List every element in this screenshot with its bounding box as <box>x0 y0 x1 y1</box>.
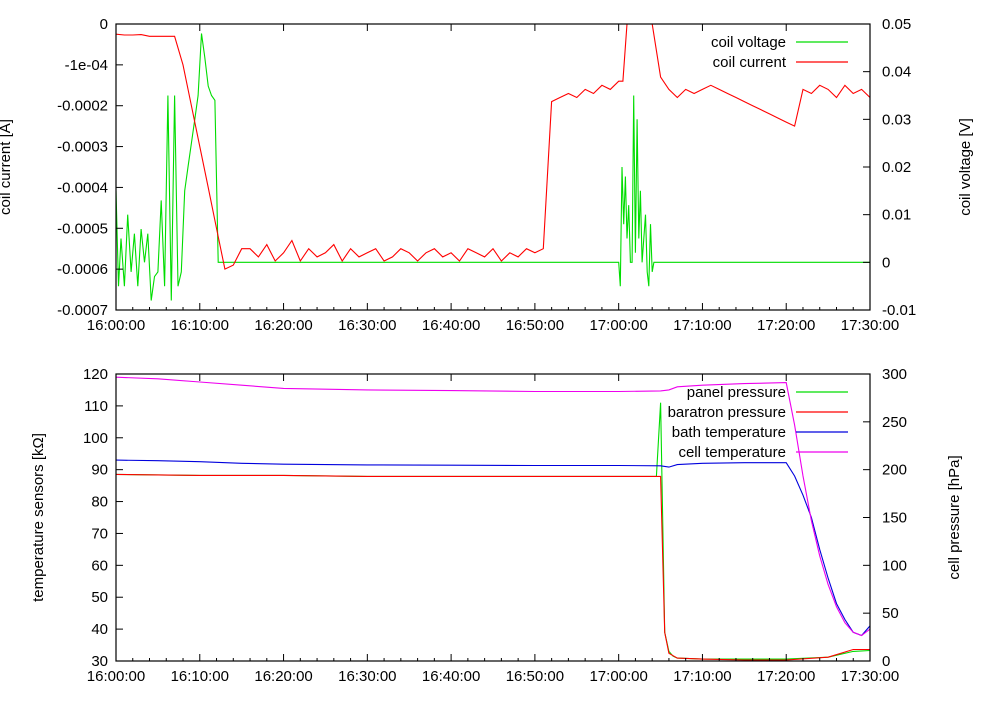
y-left-tick-label: 30 <box>91 653 108 670</box>
x-tick-label: 16:00:00 <box>87 317 145 334</box>
y-left-tick-label: 120 <box>83 366 108 383</box>
y-right-axis-label: cell pressure [hPa] <box>946 455 963 579</box>
y-left-tick-label: 90 <box>91 462 108 479</box>
legend-label: cell temperature <box>678 444 786 461</box>
y-right-tick-label: 0.02 <box>882 159 911 176</box>
y-left-tick-label: -1e-04 <box>65 57 108 74</box>
series-line-coil-current <box>116 24 870 270</box>
x-tick-label: 16:20:00 <box>254 317 312 334</box>
x-tick-label: 17:20:00 <box>757 668 815 685</box>
y-right-tick-label: 0 <box>882 653 890 670</box>
x-tick-label: 16:30:00 <box>338 668 396 685</box>
legend-label: coil current <box>713 54 787 71</box>
legend-label: coil voltage <box>711 34 786 51</box>
legend-label: baratron pressure <box>668 404 786 421</box>
x-tick-label: 16:10:00 <box>171 317 229 334</box>
x-tick-label: 16:30:00 <box>338 317 396 334</box>
y-right-tick-label: 150 <box>882 510 907 527</box>
series-line-panel-pressure <box>116 402 870 660</box>
y-left-axis-label: coil current [A] <box>0 119 14 215</box>
x-tick-label: 16:00:00 <box>87 668 145 685</box>
x-tick-label: 17:00:00 <box>589 317 647 334</box>
legend-label: bath temperature <box>672 424 786 441</box>
x-tick-label: 16:40:00 <box>422 317 480 334</box>
y-left-tick-label: 60 <box>91 557 108 574</box>
y-left-tick-label: -0.0004 <box>57 179 108 196</box>
x-tick-label: 16:20:00 <box>254 668 312 685</box>
y-right-tick-label: 0 <box>882 254 890 271</box>
y-left-tick-label: 80 <box>91 494 108 511</box>
x-tick-label: 17:30:00 <box>841 317 899 334</box>
x-tick-label: 17:30:00 <box>841 668 899 685</box>
y-left-tick-label: 40 <box>91 621 108 638</box>
y-right-tick-label: 0.04 <box>882 64 911 81</box>
x-tick-label: 16:10:00 <box>171 668 229 685</box>
series-line-coil-voltage <box>116 33 870 301</box>
y-right-tick-label: -0.01 <box>882 302 916 319</box>
x-tick-label: 16:50:00 <box>506 668 564 685</box>
y-left-tick-label: -0.0007 <box>57 302 108 319</box>
x-tick-label: 17:10:00 <box>673 668 731 685</box>
y-left-tick-label: -0.0006 <box>57 261 108 278</box>
legend-label: panel pressure <box>687 384 786 401</box>
y-left-axis-label: temperature sensors [kΩ] <box>30 433 47 602</box>
y-left-tick-label: 110 <box>84 398 108 415</box>
x-tick-label: 17:20:00 <box>757 317 815 334</box>
chart-panel-2: 16:00:00 16:10:00 16:20:00 16:30:00 16:40:00… <box>30 366 963 685</box>
y-right-tick-label: 50 <box>882 605 899 622</box>
y-left-tick-label: -0.0005 <box>57 220 108 237</box>
y-left-tick-label: 70 <box>91 525 108 542</box>
series-layer <box>116 24 870 301</box>
y-right-axis-label: coil voltage [V] <box>957 118 974 216</box>
y-right-tick-label: 100 <box>882 557 907 574</box>
y-left-tick-label: 50 <box>91 589 108 606</box>
y-left-tick-label: -0.0002 <box>57 98 108 115</box>
series-line-bath-temperature <box>116 459 870 637</box>
y-right-tick-label: 300 <box>882 366 907 383</box>
chart-panel-1: 16:00:00 16:10:00 16:20:00 16:30:00 16:40:00… <box>0 16 974 334</box>
series-line-cell-temperature <box>116 376 870 637</box>
y-right-tick-label: 0.03 <box>882 111 911 128</box>
x-tick-label: 17:00:00 <box>589 668 647 685</box>
y-left-tick-label: 0 <box>100 16 108 33</box>
y-right-tick-label: 0.01 <box>882 207 911 224</box>
y-right-tick-label: 200 <box>882 462 907 479</box>
x-tick-label: 16:50:00 <box>506 317 564 334</box>
y-left-tick-label: 100 <box>83 430 108 447</box>
y-right-tick-label: 250 <box>882 414 907 431</box>
series-line-baratron-pressure <box>116 473 870 661</box>
y-right-tick-label: 0.05 <box>882 16 911 33</box>
y-left-tick-label: -0.0003 <box>57 139 108 156</box>
x-tick-label: 17:10:00 <box>673 317 731 334</box>
x-tick-label: 16:40:00 <box>422 668 480 685</box>
